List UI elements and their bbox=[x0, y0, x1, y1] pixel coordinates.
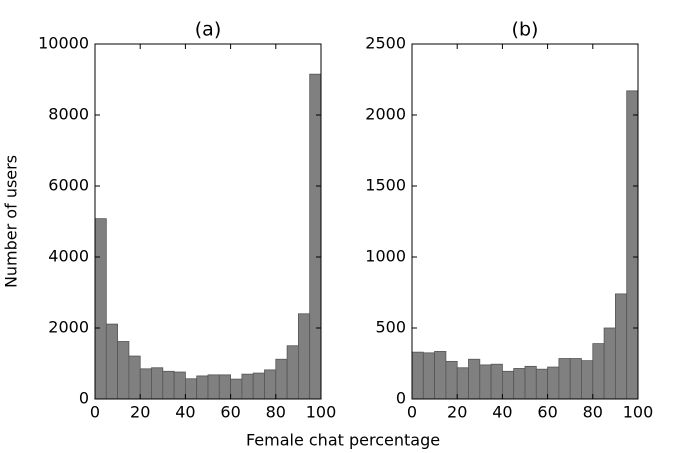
axes-frame bbox=[94, 43, 322, 400]
bar bbox=[558, 358, 571, 400]
x-tick-label: 0 bbox=[407, 403, 417, 422]
bar bbox=[105, 323, 119, 400]
x-tick-label: 80 bbox=[266, 403, 286, 422]
bar bbox=[569, 358, 582, 400]
y-tick-label: 1500 bbox=[365, 176, 406, 195]
x-tick-label: 80 bbox=[583, 403, 603, 422]
y-tick-label: 4000 bbox=[48, 247, 89, 266]
bar bbox=[184, 378, 198, 400]
bar bbox=[94, 218, 107, 400]
bar bbox=[456, 367, 469, 400]
y-tick-label: 500 bbox=[375, 318, 406, 337]
bar bbox=[468, 358, 481, 400]
bar bbox=[411, 351, 424, 400]
bar bbox=[196, 375, 209, 400]
bar bbox=[162, 370, 175, 400]
bar bbox=[173, 371, 186, 400]
x-tick-label: 60 bbox=[220, 403, 240, 422]
y-axis-label: Number of users bbox=[2, 155, 21, 288]
bar bbox=[501, 370, 515, 400]
bar bbox=[139, 368, 152, 400]
bar bbox=[252, 372, 265, 400]
bar bbox=[513, 368, 526, 400]
bar bbox=[151, 367, 164, 400]
bar bbox=[241, 373, 254, 400]
x-axis-label: Female chat percentage bbox=[246, 431, 440, 450]
bar bbox=[275, 358, 288, 400]
axes-frame bbox=[411, 43, 639, 400]
y-tick-label: 0 bbox=[79, 389, 89, 408]
bar bbox=[592, 343, 605, 400]
chart-title: (b) bbox=[512, 19, 539, 41]
y-tick-label: 2500 bbox=[365, 34, 406, 53]
x-tick-label: 40 bbox=[492, 403, 512, 422]
bar bbox=[218, 374, 232, 400]
bar bbox=[626, 90, 639, 400]
x-tick-label: 100 bbox=[306, 403, 337, 422]
y-tick-label: 2000 bbox=[365, 105, 406, 124]
bar bbox=[490, 363, 503, 400]
x-tick-label: 20 bbox=[447, 403, 467, 422]
y-tick-label: 0 bbox=[396, 389, 406, 408]
bar bbox=[479, 364, 492, 400]
bar bbox=[422, 352, 435, 400]
y-tick-label: 1000 bbox=[365, 247, 406, 266]
bar bbox=[309, 73, 322, 400]
x-tick-label: 0 bbox=[90, 403, 100, 422]
bar bbox=[264, 369, 277, 400]
bar bbox=[117, 341, 130, 400]
chart-title: (a) bbox=[195, 19, 221, 41]
bar bbox=[535, 368, 548, 400]
y-tick-label: 2000 bbox=[48, 318, 89, 337]
bar bbox=[603, 327, 616, 400]
y-tick-label: 10000 bbox=[38, 34, 89, 53]
bar bbox=[286, 345, 299, 400]
bar bbox=[615, 293, 628, 400]
bar bbox=[207, 374, 220, 400]
x-tick-label: 60 bbox=[537, 403, 557, 422]
bar bbox=[230, 378, 243, 400]
bar bbox=[445, 360, 458, 400]
bar bbox=[128, 355, 141, 400]
bar bbox=[581, 360, 594, 400]
bar bbox=[297, 313, 311, 400]
y-tick-label: 6000 bbox=[48, 176, 89, 195]
bar bbox=[547, 366, 560, 400]
x-tick-label: 100 bbox=[623, 403, 654, 422]
x-tick-label: 40 bbox=[175, 403, 195, 422]
x-tick-label: 20 bbox=[130, 403, 150, 422]
bar bbox=[524, 365, 537, 400]
bar bbox=[434, 351, 447, 400]
y-tick-label: 8000 bbox=[48, 105, 89, 124]
